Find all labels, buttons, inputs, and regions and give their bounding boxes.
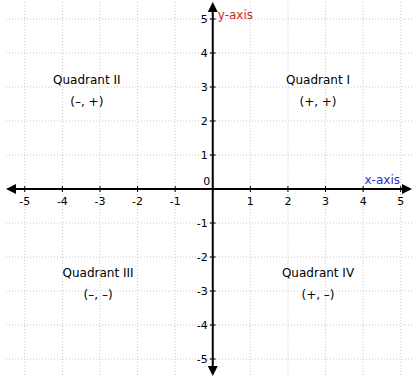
- y-tick: [210, 87, 216, 88]
- x-tick-label: -3: [94, 195, 105, 208]
- x-grid-line: [325, 2, 326, 376]
- quadrant-annotation: (–, –): [84, 288, 113, 302]
- quadrant-annotation: (+, +): [299, 95, 336, 109]
- x-tick: [363, 186, 364, 192]
- y-tick: [210, 359, 216, 360]
- y-tick-label: 2: [201, 115, 208, 128]
- y-grid-line: [6, 53, 412, 54]
- x-tick: [250, 186, 251, 192]
- axis-arrow: [208, 366, 218, 376]
- y-grid-line: [6, 19, 412, 20]
- y-grid-line: [6, 291, 412, 292]
- y-grid-line: [6, 121, 412, 122]
- quadrant-annotation: (+, –): [301, 288, 334, 302]
- axis-arrow: [402, 184, 412, 194]
- y-tick-label: -3: [197, 285, 208, 298]
- y-grid-line: [6, 257, 412, 258]
- y-tick: [210, 19, 216, 20]
- y-tick: [210, 121, 216, 122]
- axis-arrow: [208, 2, 218, 12]
- x-tick-label: 4: [360, 195, 367, 208]
- y-tick: [210, 155, 216, 156]
- x-tick-label: 0: [203, 175, 210, 188]
- y-axis-label: y-axis: [218, 8, 253, 22]
- quadrant-annotation: Quadrant IV: [282, 266, 355, 280]
- x-grid-line: [99, 2, 100, 376]
- x-tick: [24, 186, 25, 192]
- x-grid-line: [287, 2, 288, 376]
- axis-arrow: [6, 184, 16, 194]
- y-tick-label: -2: [197, 251, 208, 264]
- x-tick: [287, 186, 288, 192]
- x-tick-label: 1: [247, 195, 254, 208]
- y-grid-line: [6, 87, 412, 88]
- x-tick-label: 3: [322, 195, 329, 208]
- y-tick: [210, 53, 216, 54]
- y-tick: [210, 325, 216, 326]
- y-tick-label: -4: [197, 319, 208, 332]
- y-tick-label: 4: [201, 47, 208, 60]
- x-grid-line: [137, 2, 138, 376]
- y-grid-line: [6, 359, 412, 360]
- x-tick: [62, 186, 63, 192]
- y-grid-line: [6, 325, 412, 326]
- x-tick-label: -4: [57, 195, 68, 208]
- x-tick-label: 5: [397, 195, 404, 208]
- x-tick: [99, 186, 100, 192]
- quadrant-annotation: Quadrant I: [286, 73, 350, 87]
- quadrant-annotation: (–, +): [70, 95, 103, 109]
- y-tick-label: 3: [201, 81, 208, 94]
- x-tick: [325, 186, 326, 192]
- grid: [6, 2, 412, 376]
- y-tick-label: 1: [201, 149, 208, 162]
- quadrant-annotation: Quadrant II: [53, 73, 121, 87]
- coordinate-plane: -5 -4 -3 -2 -1 0 1 2 3 4 5 -5 -4 -3 -2 -1 1 2 3 4 5 x-axis y-a…: [0, 0, 417, 378]
- x-grid-line: [175, 2, 176, 376]
- x-grid-line: [400, 2, 401, 376]
- x-tick: [212, 186, 213, 192]
- x-tick: [137, 186, 138, 192]
- x-tick-label: 2: [284, 195, 291, 208]
- x-grid-line: [250, 2, 251, 376]
- x-tick-label: -1: [170, 195, 181, 208]
- y-grid-line: [6, 223, 412, 224]
- y-tick: [210, 291, 216, 292]
- y-tick-label: -1: [197, 217, 208, 230]
- x-grid-line: [212, 2, 213, 376]
- y-axis-line: [212, 6, 214, 372]
- x-grid-line: [62, 2, 63, 376]
- x-grid-line: [24, 2, 25, 376]
- y-tick-label: 5: [201, 13, 208, 26]
- y-tick: [210, 223, 216, 224]
- x-grid-line: [363, 2, 364, 376]
- x-axis-label: x-axis: [365, 173, 400, 187]
- quadrant-annotation: Quadrant III: [63, 266, 134, 280]
- axes: [6, 2, 412, 376]
- y-tick: [210, 257, 216, 258]
- y-tick-label: -5: [197, 353, 208, 366]
- x-tick: [175, 186, 176, 192]
- y-grid-line: [6, 155, 412, 156]
- x-tick-label: -2: [132, 195, 143, 208]
- x-tick-label: -5: [19, 195, 30, 208]
- x-tick: [400, 186, 401, 192]
- x-axis-line: [10, 188, 408, 190]
